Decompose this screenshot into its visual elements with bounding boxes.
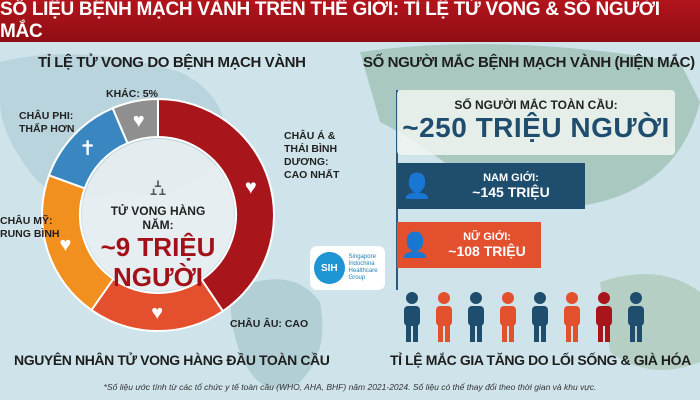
tombstone-icon: ✝ xyxy=(79,138,96,160)
female-icon: 👤 xyxy=(400,231,430,259)
broken-heart-icon: ♥ xyxy=(151,302,163,324)
person-icon xyxy=(532,292,548,342)
global-total-value: ~250 TRIỆU NGƯỜI xyxy=(402,112,670,143)
tombstone-icon: ⛼ xyxy=(149,175,167,200)
male-icon: 👤 xyxy=(402,172,432,200)
person-icon xyxy=(404,292,420,342)
annual-deaths-unit: NGƯỜI xyxy=(113,262,203,292)
prevalence-caption: TỈ LỆ MẮC GIA TĂNG DO LỐI SỐNG & GIÀ HÓA xyxy=(390,352,691,368)
male-box: 👤 NAM GIỚI: ~145 TRIỆU xyxy=(397,163,585,209)
person-icon xyxy=(564,292,580,342)
donut-center: ⛼ TỬ VONG HÀNG NĂM: ~9 TRIỆU NGƯỜI xyxy=(98,175,218,292)
broken-heart-icon: ♥ xyxy=(60,234,72,256)
prevalence-heading: SỐ NGƯỜI MẮC BỆNH MẠCH VÀNH (HIỆN MẮC) xyxy=(363,54,695,71)
female-box: 👤 NỮ GIỚI: ~108 TRIỆU xyxy=(397,222,541,268)
global-total-label: SỐ NGƯỜI MẮC TOÀN CẦU: xyxy=(454,98,618,112)
person-icon xyxy=(436,292,452,342)
person-icon xyxy=(500,292,516,342)
annual-deaths-label: TỬ VONG HÀNG NĂM: xyxy=(110,204,206,232)
label-africa: CHÂU PHI: THẤP HƠN xyxy=(19,110,75,135)
logo-text: Singapore Indochina Healthcare Group xyxy=(348,254,378,281)
footnote: *Số liệu ước tính từ các tổ chức y tế to… xyxy=(103,382,597,392)
broken-heart-icon: ♥ xyxy=(133,110,145,132)
people-icons-row xyxy=(404,292,644,342)
logo: SIH Singapore Indochina Healthcare Group xyxy=(310,246,385,290)
label-america: CHÂU MỸ: RUNG BÌNH xyxy=(0,215,60,240)
person-icon xyxy=(628,292,644,342)
page-title: SỐ LIỆU BỆNH MẠCH VÀNH TRÊN THẾ GIỚI: TỈ… xyxy=(0,0,700,42)
label-other: KHÁC: 5% xyxy=(106,88,158,100)
label-asia: CHÂU Á & THÁI BÌNH DƯƠNG: CAO NHẤT xyxy=(284,130,340,181)
logo-mark: SIH xyxy=(314,252,345,284)
segment-other xyxy=(111,97,159,145)
segment-asia-pacific xyxy=(157,97,275,313)
mortality-donut: ♥ ♥ ♥ ✝ ♥ xyxy=(41,97,275,332)
global-total-box: SỐ NGƯỜI MẮC TOÀN CẦU: ~250 TRIỆU NGƯỜI xyxy=(397,90,675,155)
label-europe: CHÂU ÂU: CAO xyxy=(230,318,309,330)
mortality-heading: TỈ LỆ TỬ VONG DO BỆNH MẠCH VÀNH xyxy=(38,54,306,71)
mortality-caption: NGUYÊN NHÂN TỬ VONG HÀNG ĐẦU TOÀN CẦU xyxy=(14,352,330,368)
annual-deaths-value: ~9 TRIỆU xyxy=(100,232,216,262)
broken-heart-icon: ♥ xyxy=(245,177,257,199)
person-icon xyxy=(468,292,484,342)
person-icon xyxy=(596,292,612,342)
donut-hole xyxy=(82,139,234,291)
